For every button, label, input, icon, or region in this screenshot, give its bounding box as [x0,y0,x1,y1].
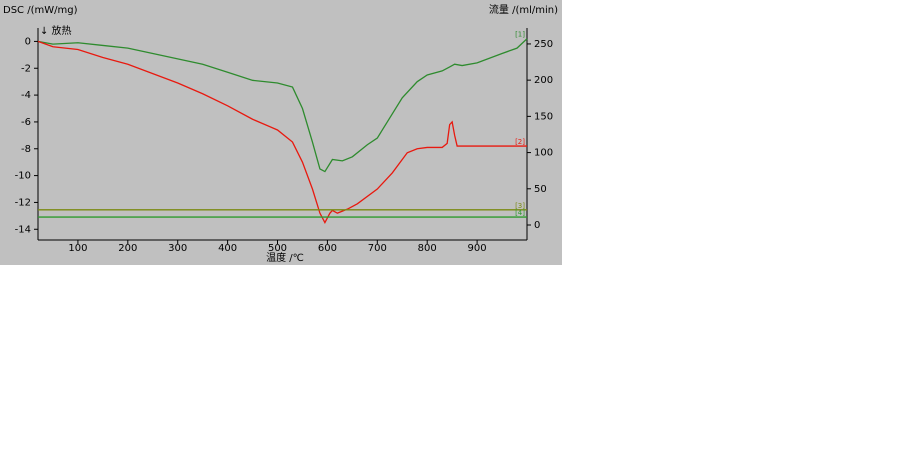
y2-axis-label: 流量 /(ml/min) [489,3,558,16]
x-tick-label: 800 [418,243,437,254]
series-label: [2] [515,138,525,146]
x-tick-label: 400 [218,243,237,254]
y-tick-label: -2 [21,63,31,74]
y2-tick-label: 100 [534,148,553,159]
series-line [37,40,527,224]
y-tick-label: -14 [15,224,31,235]
series-label: [3] [515,202,525,210]
x-tick-label: 900 [468,243,487,254]
y-tick-label: 0 [25,36,31,47]
y-tick-label: -4 [21,90,31,101]
y-axis-label: DSC /(mW/mg) [3,5,78,16]
x-axis-label: 温度 /℃ [266,251,304,264]
y-tick-label: -8 [21,144,31,155]
y-tick-label: -10 [15,171,31,182]
y-tick-label: -6 [21,117,31,128]
y2-tick-label: 200 [534,75,553,86]
x-tick-label: 300 [168,243,187,254]
y2-tick-label: 0 [534,220,540,231]
x-tick-label: 500 [268,243,287,254]
annotation: ↓ 放热 [40,24,72,37]
x-tick-label: 600 [318,243,337,254]
x-tick-label: 100 [68,243,87,254]
series-line [37,38,528,173]
series-label: [4] [515,209,525,217]
x-tick-label: 700 [368,243,387,254]
y2-tick-label: 250 [534,39,553,50]
y2-tick-label: 50 [534,184,547,195]
y-tick-label: -12 [15,197,31,208]
y2-tick-label: 150 [534,111,553,122]
x-tick-label: 200 [118,243,137,254]
series-label: [1] [515,31,525,39]
